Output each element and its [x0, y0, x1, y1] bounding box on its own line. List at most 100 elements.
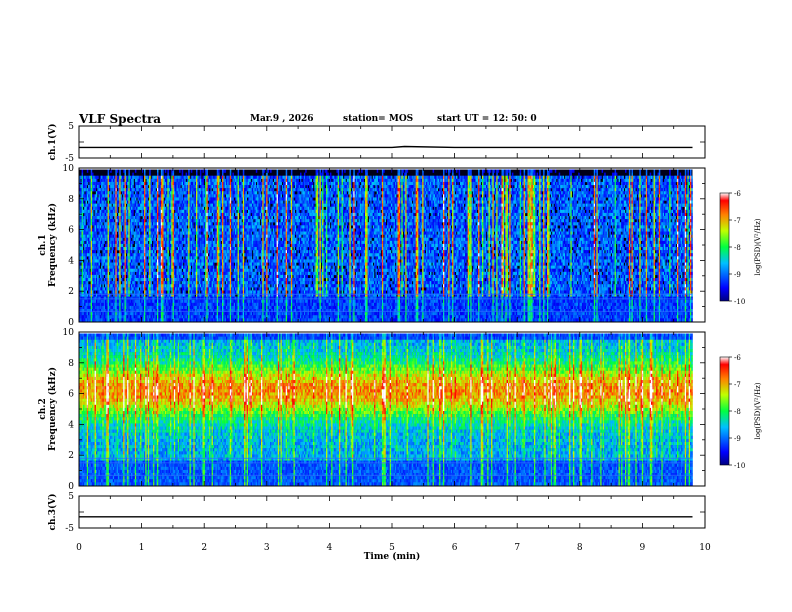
spectrogram-cell — [167, 244, 169, 247]
spectrogram-cell — [167, 250, 169, 253]
spectrogram-cell — [178, 247, 180, 250]
spectrogram-cell — [141, 222, 143, 225]
spectrogram-cell — [95, 278, 97, 281]
spectrogram-cell — [117, 182, 119, 185]
spectrogram-cell — [152, 238, 154, 241]
spectrogram-cell — [101, 306, 103, 309]
spectrogram-cell — [140, 300, 142, 303]
spectrogram-cell — [158, 306, 160, 309]
spectrogram-cell — [106, 256, 108, 259]
spectrogram-cell — [96, 204, 98, 207]
spectrogram-cell — [143, 287, 145, 290]
spectrogram-cell — [127, 263, 129, 266]
spectrogram-cell — [199, 253, 201, 256]
spectrogram-cell — [83, 312, 85, 315]
spectrogram-cell — [114, 213, 116, 216]
spectrogram-cell — [96, 210, 98, 213]
spectrogram-cell — [99, 256, 101, 259]
spectrogram-cell — [173, 235, 175, 238]
spectrogram-cell — [132, 278, 134, 281]
spectrogram-cell — [110, 194, 112, 197]
spectrogram-cell — [156, 281, 158, 284]
spectrogram-cell — [83, 235, 85, 238]
spectrogram-cell — [162, 235, 164, 238]
spectrogram-cell — [91, 266, 93, 269]
spectrogram-cell — [162, 259, 164, 262]
spectrogram-cell — [186, 207, 188, 210]
spectrogram-cell — [99, 213, 101, 216]
spectrogram-cell — [88, 312, 90, 315]
spectrogram-cell — [171, 238, 173, 241]
spectrogram-cell — [86, 188, 88, 191]
spectrogram-cell — [173, 179, 175, 182]
spectrogram-cell — [106, 297, 108, 300]
spectrogram-cell — [117, 318, 119, 321]
spectrogram-cell — [161, 191, 163, 194]
spectrogram-cell — [192, 281, 194, 284]
spectrogram-cell — [196, 244, 198, 247]
spectrogram-cell — [100, 244, 102, 247]
spectrogram-cell — [162, 263, 164, 266]
spectrogram-cell — [188, 182, 190, 185]
spectrogram-cell — [115, 179, 117, 182]
spectrogram-cell — [180, 204, 182, 207]
spectrogram-cell — [196, 188, 198, 191]
spectrogram-cell — [145, 207, 147, 210]
spectrogram-cell — [130, 225, 132, 228]
spectrogram-cell — [160, 263, 162, 266]
spectrogram-cell — [186, 194, 188, 197]
spectrogram-cell — [99, 204, 101, 207]
spectrogram-cell — [145, 191, 147, 194]
spectrogram-cell — [171, 235, 173, 238]
spectrogram-cell — [165, 210, 167, 213]
spectrogram-cell — [96, 182, 98, 185]
spectrogram-cell — [171, 207, 173, 210]
spectrogram-cell — [80, 207, 82, 210]
spectrogram-cell — [139, 219, 141, 222]
spectrogram-cell — [125, 179, 127, 182]
spectrogram-cell — [101, 278, 103, 281]
spectrogram-cell — [175, 197, 177, 200]
spectrogram-cell — [108, 179, 110, 182]
spectrogram-cell — [188, 287, 190, 290]
spectrogram-cell — [162, 297, 164, 300]
spectrogram-cell — [193, 182, 195, 185]
spectrogram-cell — [104, 253, 106, 256]
spectrogram-cell — [157, 194, 159, 197]
spectrogram-cell — [167, 185, 169, 188]
spectrogram-cell — [141, 213, 143, 216]
spectrogram-cell — [82, 312, 84, 315]
spectrogram-cell — [178, 201, 180, 204]
spectrogram-cell — [127, 297, 129, 300]
spectrogram-cell — [147, 194, 149, 197]
spectrogram-cell — [127, 266, 129, 269]
spectrogram-cell — [118, 256, 120, 259]
spectrogram-cell — [148, 213, 150, 216]
spectrogram-cell — [138, 207, 140, 210]
spectrogram-cell — [171, 275, 173, 278]
spectrogram-cell — [175, 318, 177, 321]
spectrogram-cell — [193, 216, 195, 219]
spectrogram-cell — [134, 284, 136, 287]
spectrogram-cell — [102, 188, 104, 191]
spectrogram-cell — [100, 216, 102, 219]
spectrogram-cell — [180, 232, 182, 235]
spectrogram-cell — [192, 259, 194, 262]
spectrogram-cell — [192, 191, 194, 194]
spectrogram-cell — [88, 290, 90, 293]
spectrogram-cell — [173, 185, 175, 188]
spectrogram-cell — [89, 247, 91, 250]
spectrogram-cell — [113, 210, 115, 213]
spectrogram-cell — [171, 272, 173, 275]
spectrogram-cell — [147, 213, 149, 216]
spectrogram-cell — [82, 247, 84, 250]
spectrogram-cell — [92, 318, 94, 321]
spectrogram-cell — [121, 194, 123, 197]
spectrogram-cell — [86, 191, 88, 194]
spectrogram-cell — [148, 287, 150, 290]
spectrogram-cell — [178, 306, 180, 309]
spectrogram-cell — [140, 247, 142, 250]
spectrogram-cell — [97, 287, 99, 290]
spectrogram-cell — [101, 297, 103, 300]
spectrogram-cell — [151, 222, 153, 225]
